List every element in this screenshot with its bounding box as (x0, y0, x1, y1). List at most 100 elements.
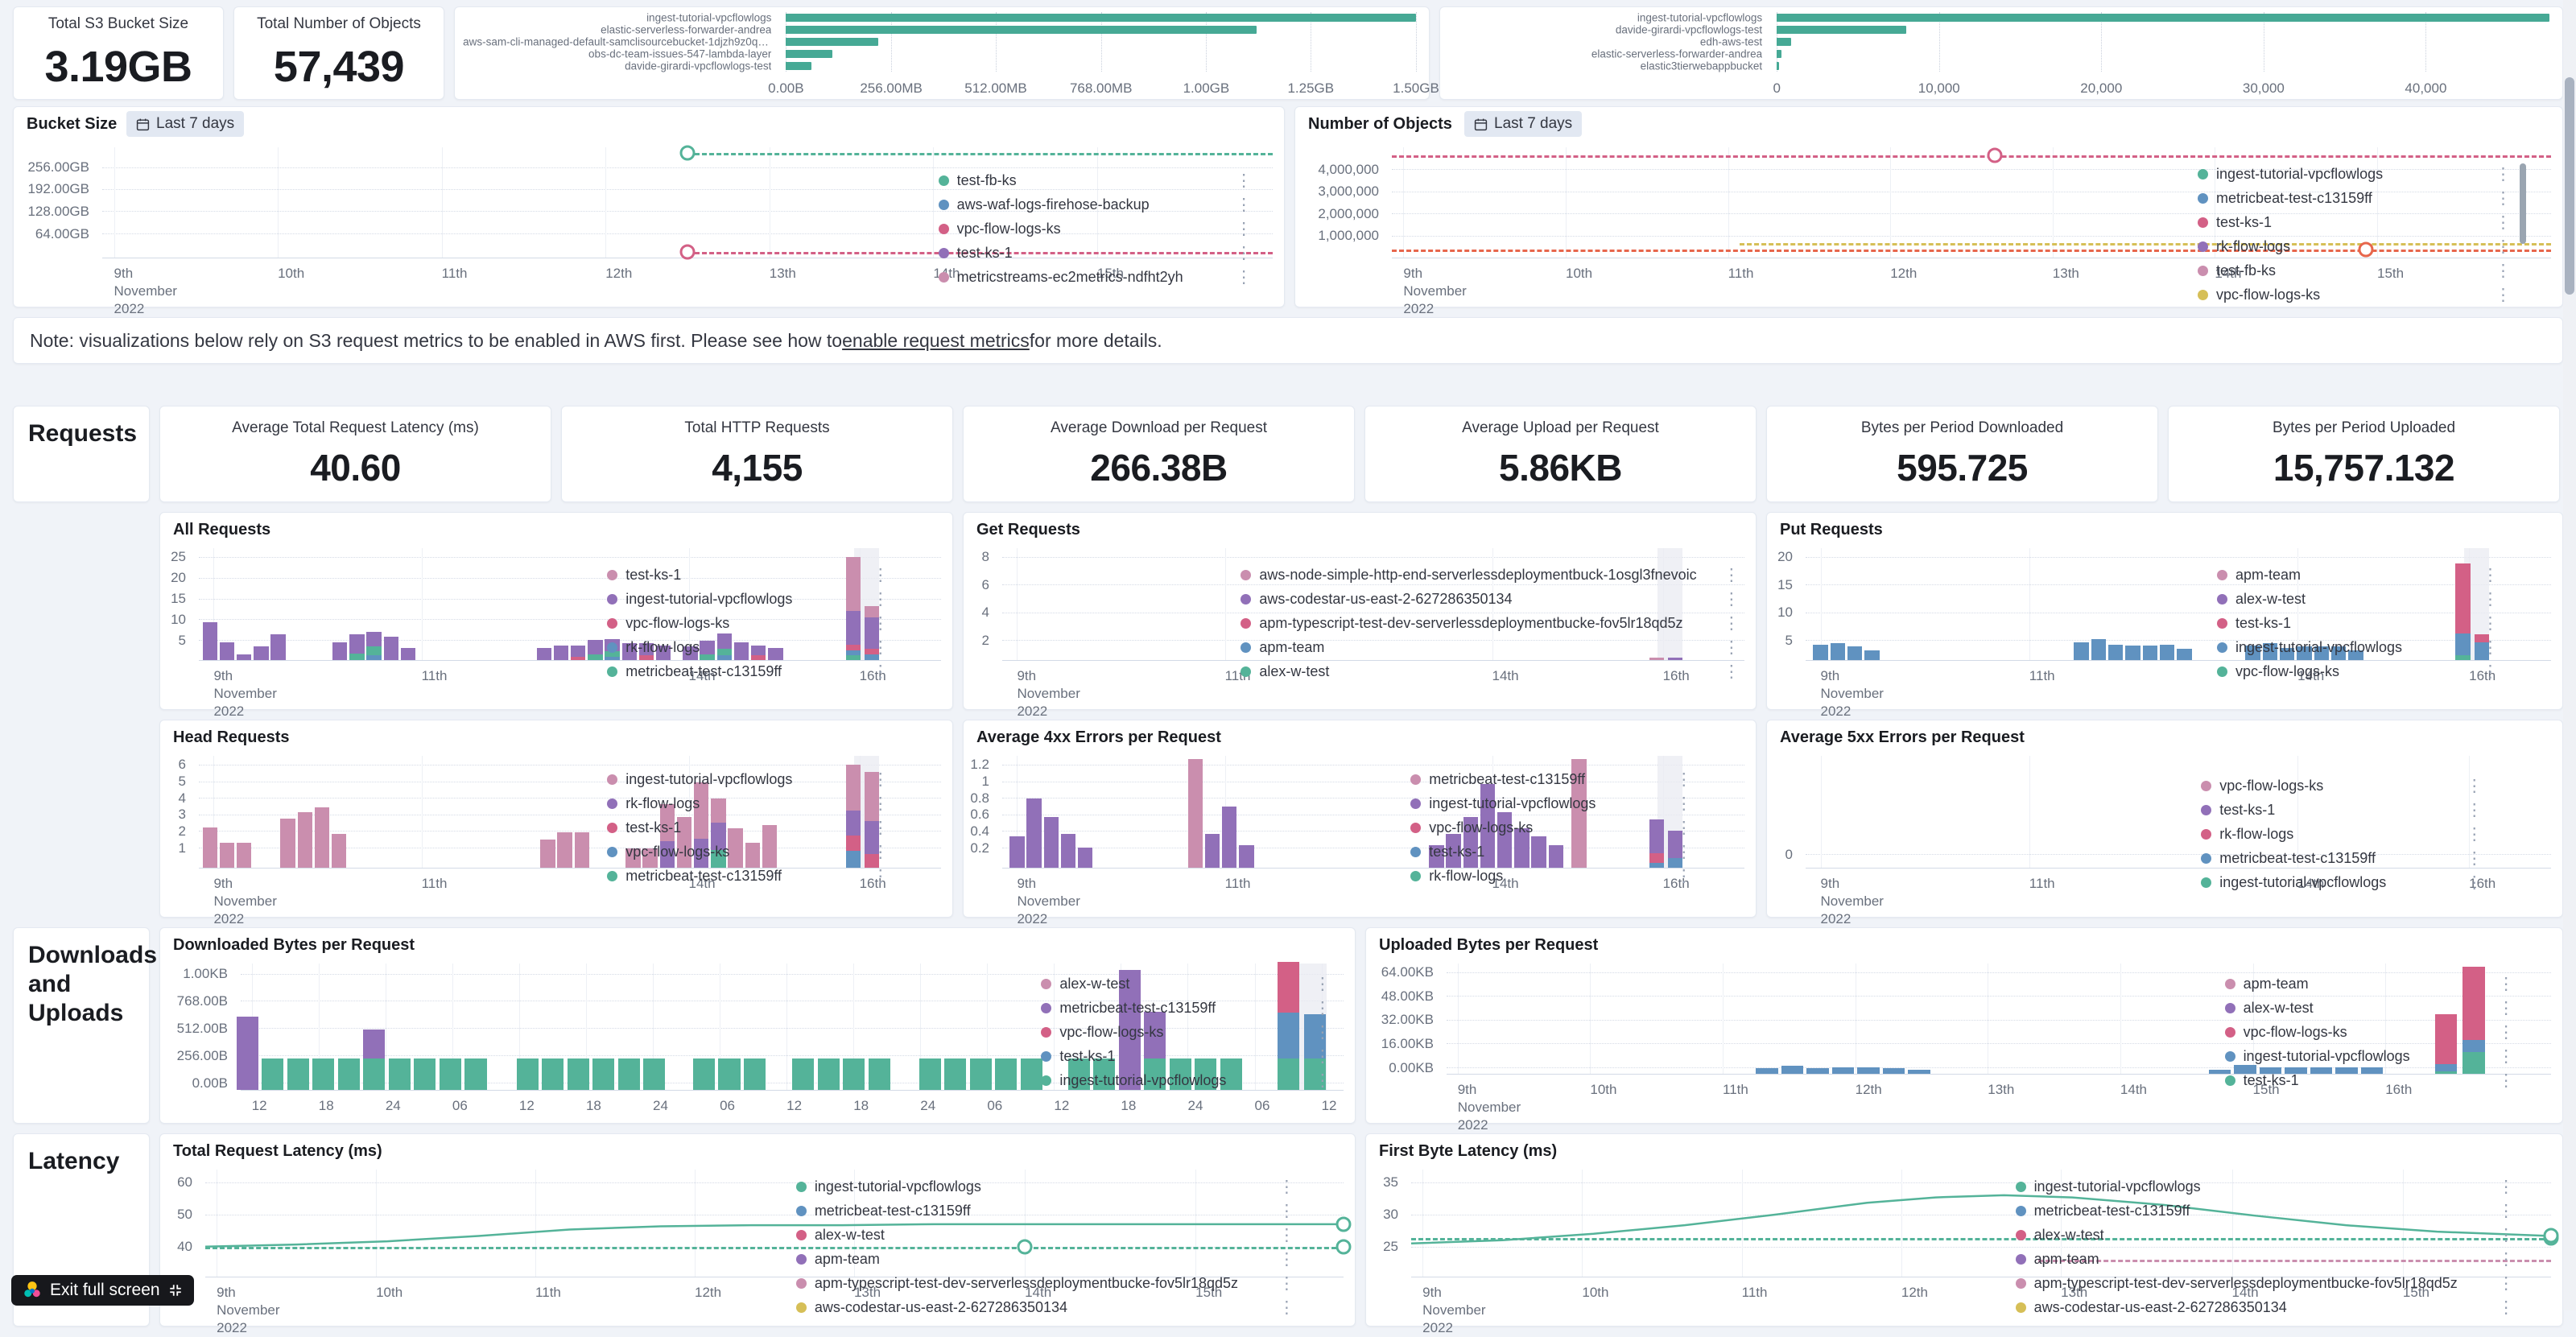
bar-stack[interactable] (1093, 1058, 1116, 1090)
bar-stack[interactable] (817, 1058, 840, 1090)
legend-item[interactable]: vpc-flow-logs-ks ⋮ (607, 612, 889, 636)
bar-stack[interactable] (202, 621, 218, 660)
legend-item[interactable]: apm-team ⋮ (2216, 563, 2499, 588)
legend-options-icon[interactable]: ⋮ (1675, 867, 1693, 886)
legend-item[interactable]: test-ks-1 ⋮ (1041, 1044, 1331, 1068)
legend-options-icon[interactable]: ⋮ (1723, 566, 1740, 585)
legend-options-icon[interactable]: ⋮ (872, 819, 890, 838)
bar-stack[interactable] (2259, 1067, 2282, 1074)
bar-stack[interactable] (567, 1058, 589, 1090)
legend-item[interactable]: metricstreams-ec2metrics-ndfht2yh ⋮ (938, 266, 1253, 290)
legend-options-icon[interactable]: ⋮ (872, 843, 890, 862)
bar-stack[interactable] (2262, 643, 2278, 660)
legend-item[interactable]: test-ks-1 ⋮ (607, 816, 889, 840)
bar-stack[interactable] (659, 803, 675, 868)
bar-stack[interactable] (1303, 1013, 1327, 1090)
bar-stack[interactable] (516, 1058, 539, 1090)
bar-stack[interactable] (2177, 649, 2192, 660)
bar-stack[interactable] (349, 634, 365, 660)
bar-stack[interactable] (2361, 1067, 2384, 1074)
legend-options-icon[interactable]: ⋮ (2466, 849, 2483, 869)
bar-stack[interactable] (1026, 798, 1042, 868)
legend-options-icon[interactable]: ⋮ (1314, 974, 1331, 993)
legend-options-icon[interactable]: ⋮ (1314, 1046, 1331, 1066)
bar-stack[interactable] (2434, 1014, 2458, 1074)
bar[interactable] (1777, 61, 1779, 70)
legend-options-icon[interactable]: ⋮ (1723, 590, 1740, 609)
bar-stack[interactable] (439, 1058, 461, 1090)
legend-item[interactable]: apm-typescript-test-dev-serverlessdeploy… (2015, 1271, 2515, 1295)
legend-item[interactable]: alex-w-test ⋮ (1041, 972, 1331, 996)
legend-options-icon[interactable]: ⋮ (1278, 1249, 1295, 1269)
legend-item[interactable]: vpc-flow-logs-ks ⋮ (2216, 660, 2499, 684)
bar-stack[interactable] (2091, 638, 2107, 660)
bar-stack[interactable] (2125, 645, 2140, 660)
legend-options-icon[interactable]: ⋮ (2497, 1022, 2515, 1042)
legend-options-icon[interactable]: ⋮ (1314, 1022, 1331, 1042)
bar-stack[interactable] (750, 645, 766, 660)
bar-stack[interactable] (1908, 1069, 1930, 1074)
bar-stack[interactable] (2335, 1067, 2358, 1074)
bar-stack[interactable] (1067, 1058, 1090, 1090)
bar-stack[interactable] (865, 606, 880, 660)
legend-item[interactable]: ingest-tutorial-vpcflowlogs ⋮ (607, 588, 889, 612)
legend-item[interactable]: vpc-flow-logs-ks ⋮ (2198, 283, 2512, 307)
bar-stack[interactable] (1020, 1058, 1042, 1090)
legend-options-icon[interactable]: ⋮ (1235, 220, 1253, 239)
bar-stack[interactable] (297, 811, 313, 868)
bar-stack[interactable] (363, 1029, 386, 1090)
bar-stack[interactable] (1813, 644, 1828, 660)
legend-options-icon[interactable]: ⋮ (2497, 1298, 2515, 1317)
legend-item[interactable]: rk-flow-logs ⋮ (1410, 865, 1692, 889)
legend-options-icon[interactable]: ⋮ (872, 867, 890, 886)
bar[interactable] (786, 14, 1416, 23)
legend-item[interactable]: aws-waf-logs-firehose-backup ⋮ (938, 193, 1253, 217)
legend-options-icon[interactable]: ⋮ (1278, 1273, 1295, 1293)
bar[interactable] (786, 26, 1257, 35)
legend-item[interactable]: test-ks-1 ⋮ (1410, 840, 1692, 865)
bar[interactable] (1777, 14, 2549, 23)
legend-options-icon[interactable]: ⋮ (2495, 285, 2512, 304)
legend-item[interactable]: apm-team ⋮ (2015, 1247, 2515, 1271)
bar-stack[interactable] (728, 828, 743, 868)
bar-stack[interactable] (332, 642, 348, 660)
legend-item[interactable]: alex-w-test ⋮ (2216, 588, 2499, 612)
legend-options-icon[interactable]: ⋮ (2466, 777, 2483, 796)
legend-options-icon[interactable]: ⋮ (1235, 196, 1253, 215)
legend-options-icon[interactable]: ⋮ (1278, 1201, 1295, 1220)
bar-stack[interactable] (540, 840, 555, 868)
legend-options-icon[interactable]: ⋮ (1723, 614, 1740, 633)
bar-stack[interactable] (692, 1058, 716, 1090)
legend-item[interactable]: metricbeat-test-c13159ff ⋮ (2015, 1199, 2515, 1223)
bar-stack[interactable] (1169, 1058, 1191, 1090)
bar-stack[interactable] (733, 642, 749, 660)
legend-options-icon[interactable]: ⋮ (2481, 614, 2499, 633)
legend-item[interactable]: vpc-flow-logs-ks ⋮ (1041, 1020, 1331, 1044)
bar-stack[interactable] (262, 1058, 284, 1090)
legend-options-icon[interactable]: ⋮ (2497, 1177, 2515, 1196)
legend-item[interactable]: aws-node-simple-http-end-serverlessdeplo… (1241, 563, 1740, 588)
bar-stack[interactable] (642, 848, 658, 868)
bar-stack[interactable] (2279, 647, 2295, 660)
bar[interactable] (786, 61, 811, 70)
time-range-badge[interactable]: Last 7 days (1464, 111, 1583, 137)
legend-item[interactable]: metricbeat-test-c13159ff ⋮ (607, 865, 889, 889)
legend-options-icon[interactable]: ⋮ (1278, 1177, 1295, 1196)
bar-stack[interactable] (919, 1058, 941, 1090)
legend-options-icon[interactable]: ⋮ (1314, 1071, 1331, 1090)
legend-options-icon[interactable]: ⋮ (2495, 213, 2512, 232)
bar-stack[interactable] (1514, 828, 1530, 868)
bar[interactable] (1777, 49, 1781, 58)
bar-stack[interactable] (400, 647, 416, 660)
bar-stack[interactable] (2455, 563, 2471, 660)
bar-stack[interactable] (383, 636, 398, 660)
legend-options-icon[interactable]: ⋮ (872, 638, 890, 658)
legend-item[interactable]: vpc-flow-logs-ks ⋮ (938, 217, 1253, 241)
bar-stack[interactable] (638, 643, 654, 660)
legend-options-icon[interactable]: ⋮ (2481, 566, 2499, 585)
bar-stack[interactable] (219, 843, 235, 868)
legend-item[interactable]: ingest-tutorial-vpcflowlogs ⋮ (607, 768, 889, 792)
bar-stack[interactable] (254, 646, 269, 660)
legend-item[interactable]: test-fb-ks ⋮ (938, 169, 1253, 193)
legend-item[interactable]: ingest-tutorial-vpcflowlogs ⋮ (2198, 162, 2512, 186)
